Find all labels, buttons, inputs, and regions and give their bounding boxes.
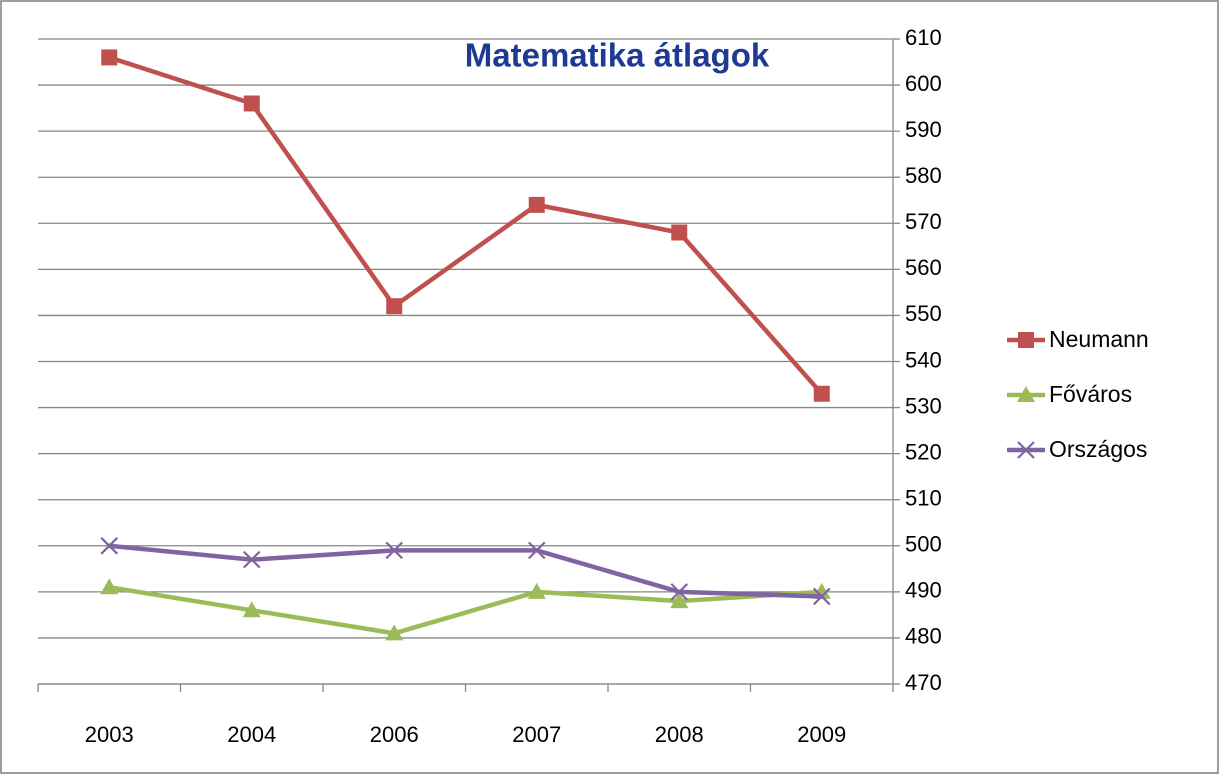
y-tick-label: 490 xyxy=(905,578,942,603)
marker xyxy=(242,601,261,618)
y-tick-label: 530 xyxy=(905,393,942,418)
marker xyxy=(100,537,119,555)
marker xyxy=(243,95,260,112)
marker xyxy=(1017,441,1035,459)
y-tick-label: 540 xyxy=(905,347,942,372)
chart-title: Matematika átlagok xyxy=(465,37,770,74)
y-tick-label: 600 xyxy=(905,71,942,96)
legend: Neumann Főváros Országos xyxy=(1007,326,1149,462)
marker xyxy=(385,541,404,560)
grid xyxy=(38,38,893,685)
marker xyxy=(386,298,403,315)
legend-label: Főváros xyxy=(1049,381,1132,407)
marker xyxy=(812,587,831,606)
marker xyxy=(101,49,118,66)
axes: 470 480 490 500 510 520 530 540 550 560 570 580 590 6… xyxy=(37,25,942,747)
marker xyxy=(242,550,261,569)
series-line xyxy=(107,585,824,636)
x-tick-label: 2006 xyxy=(370,722,419,747)
marker xyxy=(385,624,404,641)
y-tick-label: 570 xyxy=(905,209,942,234)
marker xyxy=(670,592,689,609)
x-tick-label: 2009 xyxy=(797,722,846,747)
y-tick-label: 510 xyxy=(905,486,942,511)
marker xyxy=(1018,332,1034,348)
marker xyxy=(528,196,545,213)
legend-label: Országos xyxy=(1049,436,1147,462)
x-tick-label: 2007 xyxy=(512,722,561,747)
marker xyxy=(813,385,830,402)
y-tick-label: 470 xyxy=(905,670,942,695)
y-tick-label: 480 xyxy=(905,624,942,649)
marker xyxy=(100,578,119,595)
y-tick-label: 560 xyxy=(905,255,942,280)
series-line xyxy=(107,55,824,396)
x-tick-label: 2008 xyxy=(655,722,704,747)
y-tick-label: 590 xyxy=(905,117,942,142)
marker xyxy=(1017,386,1035,402)
y-tick-label: 520 xyxy=(905,439,942,464)
marker xyxy=(670,583,689,601)
y-tick-label: 500 xyxy=(905,532,942,557)
x-tick-label: 2003 xyxy=(85,722,134,747)
x-tick-label: 2004 xyxy=(227,722,276,747)
y-tick-label: 580 xyxy=(905,163,942,188)
y-tick-label: 550 xyxy=(905,301,942,326)
series-line xyxy=(107,543,824,599)
marker xyxy=(527,541,546,560)
y-tick-label: 610 xyxy=(905,25,942,50)
legend-label: Neumann xyxy=(1049,326,1149,352)
marker xyxy=(671,224,688,241)
plot xyxy=(100,49,831,641)
marker xyxy=(527,582,546,599)
